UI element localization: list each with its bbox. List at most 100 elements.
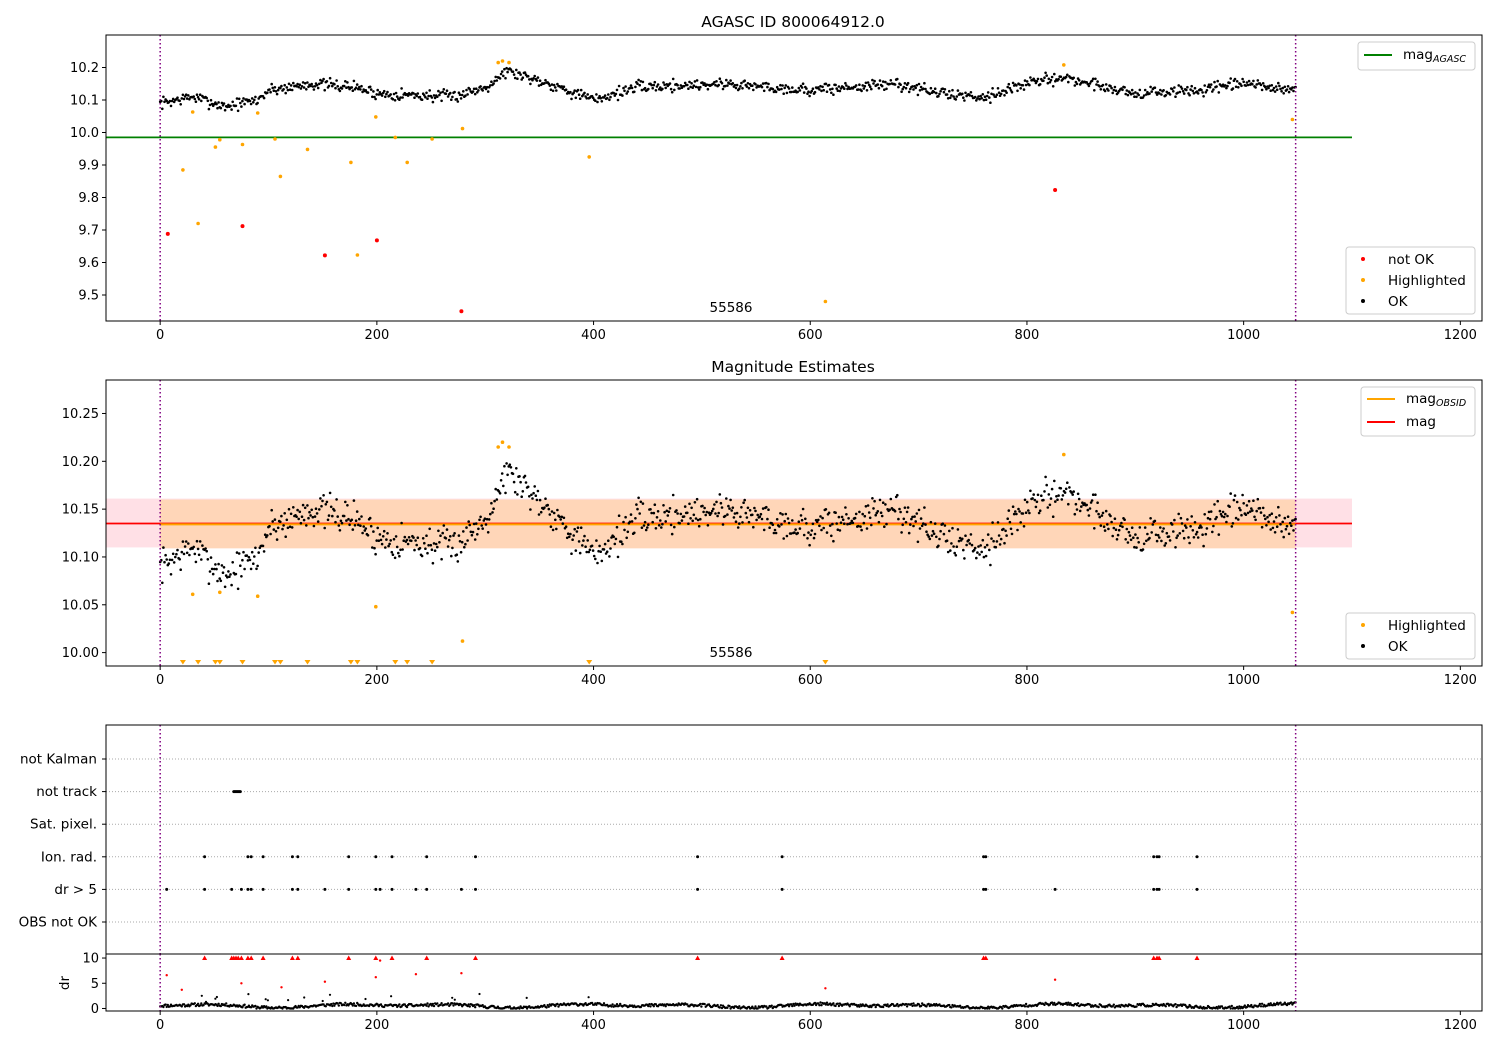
panel-magnitude-ok-point — [904, 521, 908, 524]
panel-magnitude-ok-point — [780, 523, 783, 526]
panel-magnitude-ok-point — [981, 538, 985, 542]
panel-magnitude-ok-point — [216, 579, 219, 583]
panel-agasc-ok-point — [778, 88, 781, 91]
panel-magnitude-ok-point — [480, 524, 484, 527]
panel-agasc-ok-point — [673, 88, 676, 92]
panel-magnitude-ok-point — [519, 480, 522, 484]
panel-magnitude-ok-point — [1127, 530, 1131, 534]
panel-magnitude-ok-point — [898, 507, 901, 511]
panel-agasc-highlighted-point — [181, 168, 185, 172]
panel-magnitude-ok-point — [949, 549, 952, 552]
panel-agasc-ok-point — [1033, 79, 1037, 82]
flag-point — [238, 790, 242, 794]
dr-ok-point — [426, 1002, 429, 1005]
panel-agasc-ok-point — [1162, 89, 1165, 92]
panel-magnitude-ok-point — [609, 547, 612, 550]
panel-magnitude-ok-point — [912, 524, 915, 528]
panel-magnitude-ok-point — [421, 537, 425, 540]
panel-magnitude-ok-point — [561, 522, 565, 525]
panel-agasc-ok-point — [1211, 90, 1214, 93]
panel-magnitude-ok-point — [366, 534, 370, 537]
panel-magnitude-ok-point — [1086, 508, 1090, 512]
panel-agasc-ok-point — [598, 94, 601, 98]
dr-ok-point — [453, 998, 456, 1001]
panel-magnitude-ok-point — [467, 520, 471, 523]
dr-ok-point — [700, 1005, 703, 1008]
panel-magnitude-ok-point — [696, 518, 700, 522]
panel-magnitude-ok-point — [984, 554, 988, 558]
panel-magnitude-ok-point — [255, 567, 258, 571]
panel-magnitude-ok-point — [198, 540, 202, 543]
panel-magnitude-ok-point — [779, 512, 782, 515]
dr-ok-point — [364, 997, 367, 1001]
panel-agasc-ok-point — [1121, 88, 1124, 92]
panel-magnitude-ok-point — [261, 544, 265, 548]
dr-ok-point — [214, 997, 217, 1000]
panel-agasc-ok-point — [194, 100, 198, 103]
dr-ok-point — [168, 1005, 172, 1008]
panel-magnitude-ok-point — [620, 540, 623, 543]
panel-magnitude-ok-point — [266, 534, 269, 537]
panel-magnitude-ok-point — [184, 540, 188, 543]
panel-magnitude-ok-point — [817, 518, 820, 522]
dr-ok-point — [676, 1004, 679, 1007]
panel-agasc-ok-point — [266, 91, 269, 94]
panel-agasc-ok-point — [551, 89, 555, 93]
panel-agasc-ok-point — [1283, 85, 1287, 89]
panel-magnitude-ok-point — [506, 473, 509, 477]
panel-magnitude-ok-point — [1221, 510, 1225, 514]
dr-clipped-marker — [779, 955, 785, 960]
panel-agasc-title: AGASC ID 800064912.0 — [701, 13, 885, 31]
panel-agasc-ok-point — [270, 82, 274, 86]
panel-agasc-ok-point — [1011, 81, 1015, 85]
flag-row-label: not track — [36, 784, 97, 800]
panel-magnitude-ok-point — [323, 526, 327, 530]
panel-agasc-ok-point — [1160, 93, 1163, 96]
panel-agasc-ok-point — [569, 90, 572, 94]
panel-agasc-ok-point — [531, 78, 534, 82]
panel-magnitude-ok-point — [1229, 492, 1232, 495]
panel-magnitude-ok-point — [1053, 479, 1056, 483]
panel-agasc-ok-point — [813, 90, 817, 94]
panel-agasc-ok-point — [401, 96, 404, 99]
panel-agasc-ok-point — [253, 98, 256, 102]
panel-agasc-ok-point — [1234, 85, 1238, 89]
flag-row-label: Sat. pixel. — [30, 817, 97, 833]
dr-ok-point — [390, 995, 393, 998]
panel-agasc-ok-point — [561, 87, 565, 90]
dr-ok-point — [1285, 1003, 1289, 1007]
panel-agasc-ok-point — [413, 96, 416, 99]
panel-magnitude-ok-point — [602, 548, 606, 551]
panel-agasc-ok-point — [1044, 71, 1047, 75]
panel-magnitude-ok-point — [1273, 531, 1277, 534]
panel-magnitude-ok-point — [1028, 511, 1031, 515]
panel-agasc-ok-point — [889, 79, 893, 82]
panel-agasc-ok-point — [878, 79, 882, 82]
dr-ok-point — [557, 1005, 560, 1008]
panel-magnitude-ok-point — [426, 551, 429, 555]
panel-magnitude-ok-point — [283, 512, 287, 515]
panel-agasc-ok-point — [980, 97, 983, 100]
panel-magnitude-below-limit-marker — [212, 660, 219, 665]
panel-agasc-xtick-label: 600 — [798, 328, 823, 343]
panel-magnitude-ok-point — [381, 535, 385, 538]
panel-magnitude-ok-point — [1248, 510, 1252, 513]
panel-magnitude-ok-point — [1281, 520, 1284, 524]
panel-magnitude-ok-point — [1074, 502, 1078, 506]
panel-magnitude-ok-point — [324, 503, 328, 506]
panel-magnitude-ok-point — [241, 558, 244, 562]
panel-magnitude-ok-point — [334, 520, 337, 524]
panel-magnitude-ok-point — [824, 508, 828, 511]
panel-agasc-ok-point — [511, 70, 515, 73]
panel-magnitude-ok-point — [526, 485, 530, 489]
panel-magnitude-ok-point — [900, 531, 903, 534]
panel-magnitude-ok-point — [345, 519, 348, 522]
panel-agasc-ok-point — [1066, 73, 1069, 77]
panel-magnitude-ok-point — [1154, 533, 1158, 537]
panel-magnitude-ok-point — [955, 545, 959, 548]
panel-magnitude-ok-point — [543, 506, 546, 510]
panel-magnitude-ok-point — [289, 512, 293, 516]
panel-agasc-ok-point — [824, 82, 828, 86]
panel-agasc-ok-point — [751, 84, 754, 87]
panel-agasc-ok-point — [877, 86, 881, 90]
